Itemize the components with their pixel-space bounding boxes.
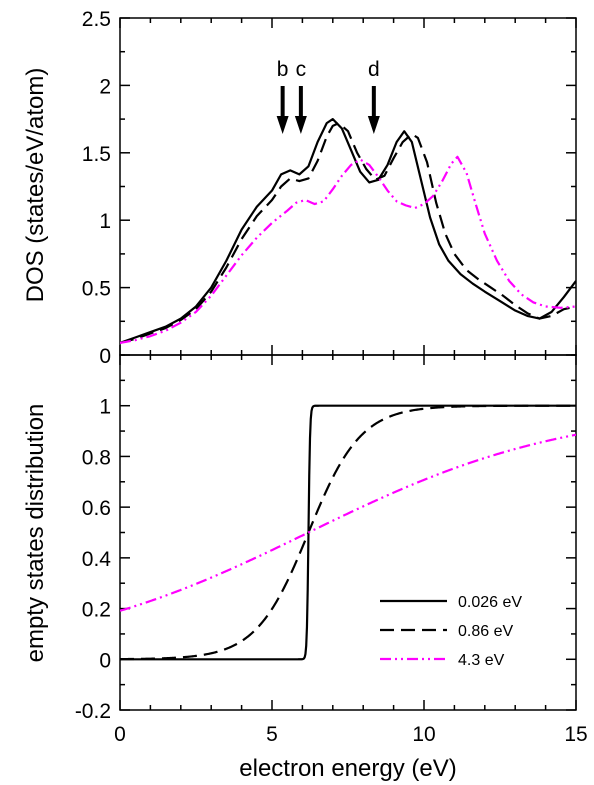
dist-x-tick-label: 15 xyxy=(564,723,587,746)
arrow-head-d xyxy=(367,116,380,134)
dist-x-tick-label: 5 xyxy=(266,723,278,746)
arrow-head-b xyxy=(276,116,289,134)
dist-x-tick-label: 0 xyxy=(114,723,126,746)
dist-y-tick-label: -0.2 xyxy=(75,700,111,723)
dist-y-tick-label: 0.2 xyxy=(82,599,111,622)
dos-y-tick-label: 2.5 xyxy=(82,8,111,31)
dist-y-tick-label: 1 xyxy=(99,396,111,419)
arrow-label-b: b xyxy=(277,58,289,81)
dist-series-line-0 xyxy=(120,404,576,661)
dos-panel: 0 0.5 1 1.5 2 2.5 b c d xyxy=(82,8,577,368)
dos-y-tick-label: 0 xyxy=(99,345,111,368)
arrow-label-c: c xyxy=(296,58,307,81)
arrow-head-c xyxy=(294,116,307,134)
dist-y-tick-label: 0.8 xyxy=(82,446,111,469)
dos-plot-frame xyxy=(119,17,577,356)
dos-y-tick-label: 1 xyxy=(99,210,111,233)
legend-label-1: 0.86 eV xyxy=(458,623,513,640)
distribution-y-axis-label: empty states distribution xyxy=(22,404,49,663)
dist-y-tick-label: 0.4 xyxy=(82,548,112,571)
dos-series-line-2 xyxy=(120,155,576,344)
arrow-label-d: d xyxy=(368,58,380,81)
dos-series-line-0 xyxy=(120,118,576,344)
dos-y-tick-label: 0.5 xyxy=(82,278,111,301)
legend-label-0: 0.026 eV xyxy=(458,594,522,611)
dos-y-axis-label: DOS (states/eV/atom) xyxy=(22,68,49,303)
dist-series-line-2 xyxy=(120,433,576,612)
dist-y-tick-label: 0 xyxy=(99,649,111,672)
legend-label-2: 4.3 eV xyxy=(458,652,505,669)
dos-y-tick-label: 2 xyxy=(99,75,111,98)
dos-y-tick-label: 1.5 xyxy=(82,143,111,166)
dist-x-tick-label: 10 xyxy=(412,723,435,746)
distribution-panel: 0 5 10 15-0.200.20.40.60.810.026 eV0.86 eV4… xyxy=(75,354,588,746)
dist-y-tick-label: 0.6 xyxy=(82,497,111,520)
dist-series-line-1 xyxy=(120,404,576,661)
dos-series-line-1 xyxy=(120,122,576,344)
x-axis-label: electron energy (eV) xyxy=(239,755,456,782)
